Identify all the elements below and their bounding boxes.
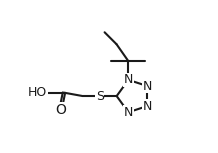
Text: S: S [96, 90, 104, 103]
Text: HO: HO [28, 86, 47, 99]
Text: N: N [143, 100, 152, 113]
Text: N: N [143, 80, 152, 93]
Text: N: N [124, 73, 133, 86]
Text: O: O [55, 103, 66, 117]
Text: N: N [124, 106, 133, 119]
